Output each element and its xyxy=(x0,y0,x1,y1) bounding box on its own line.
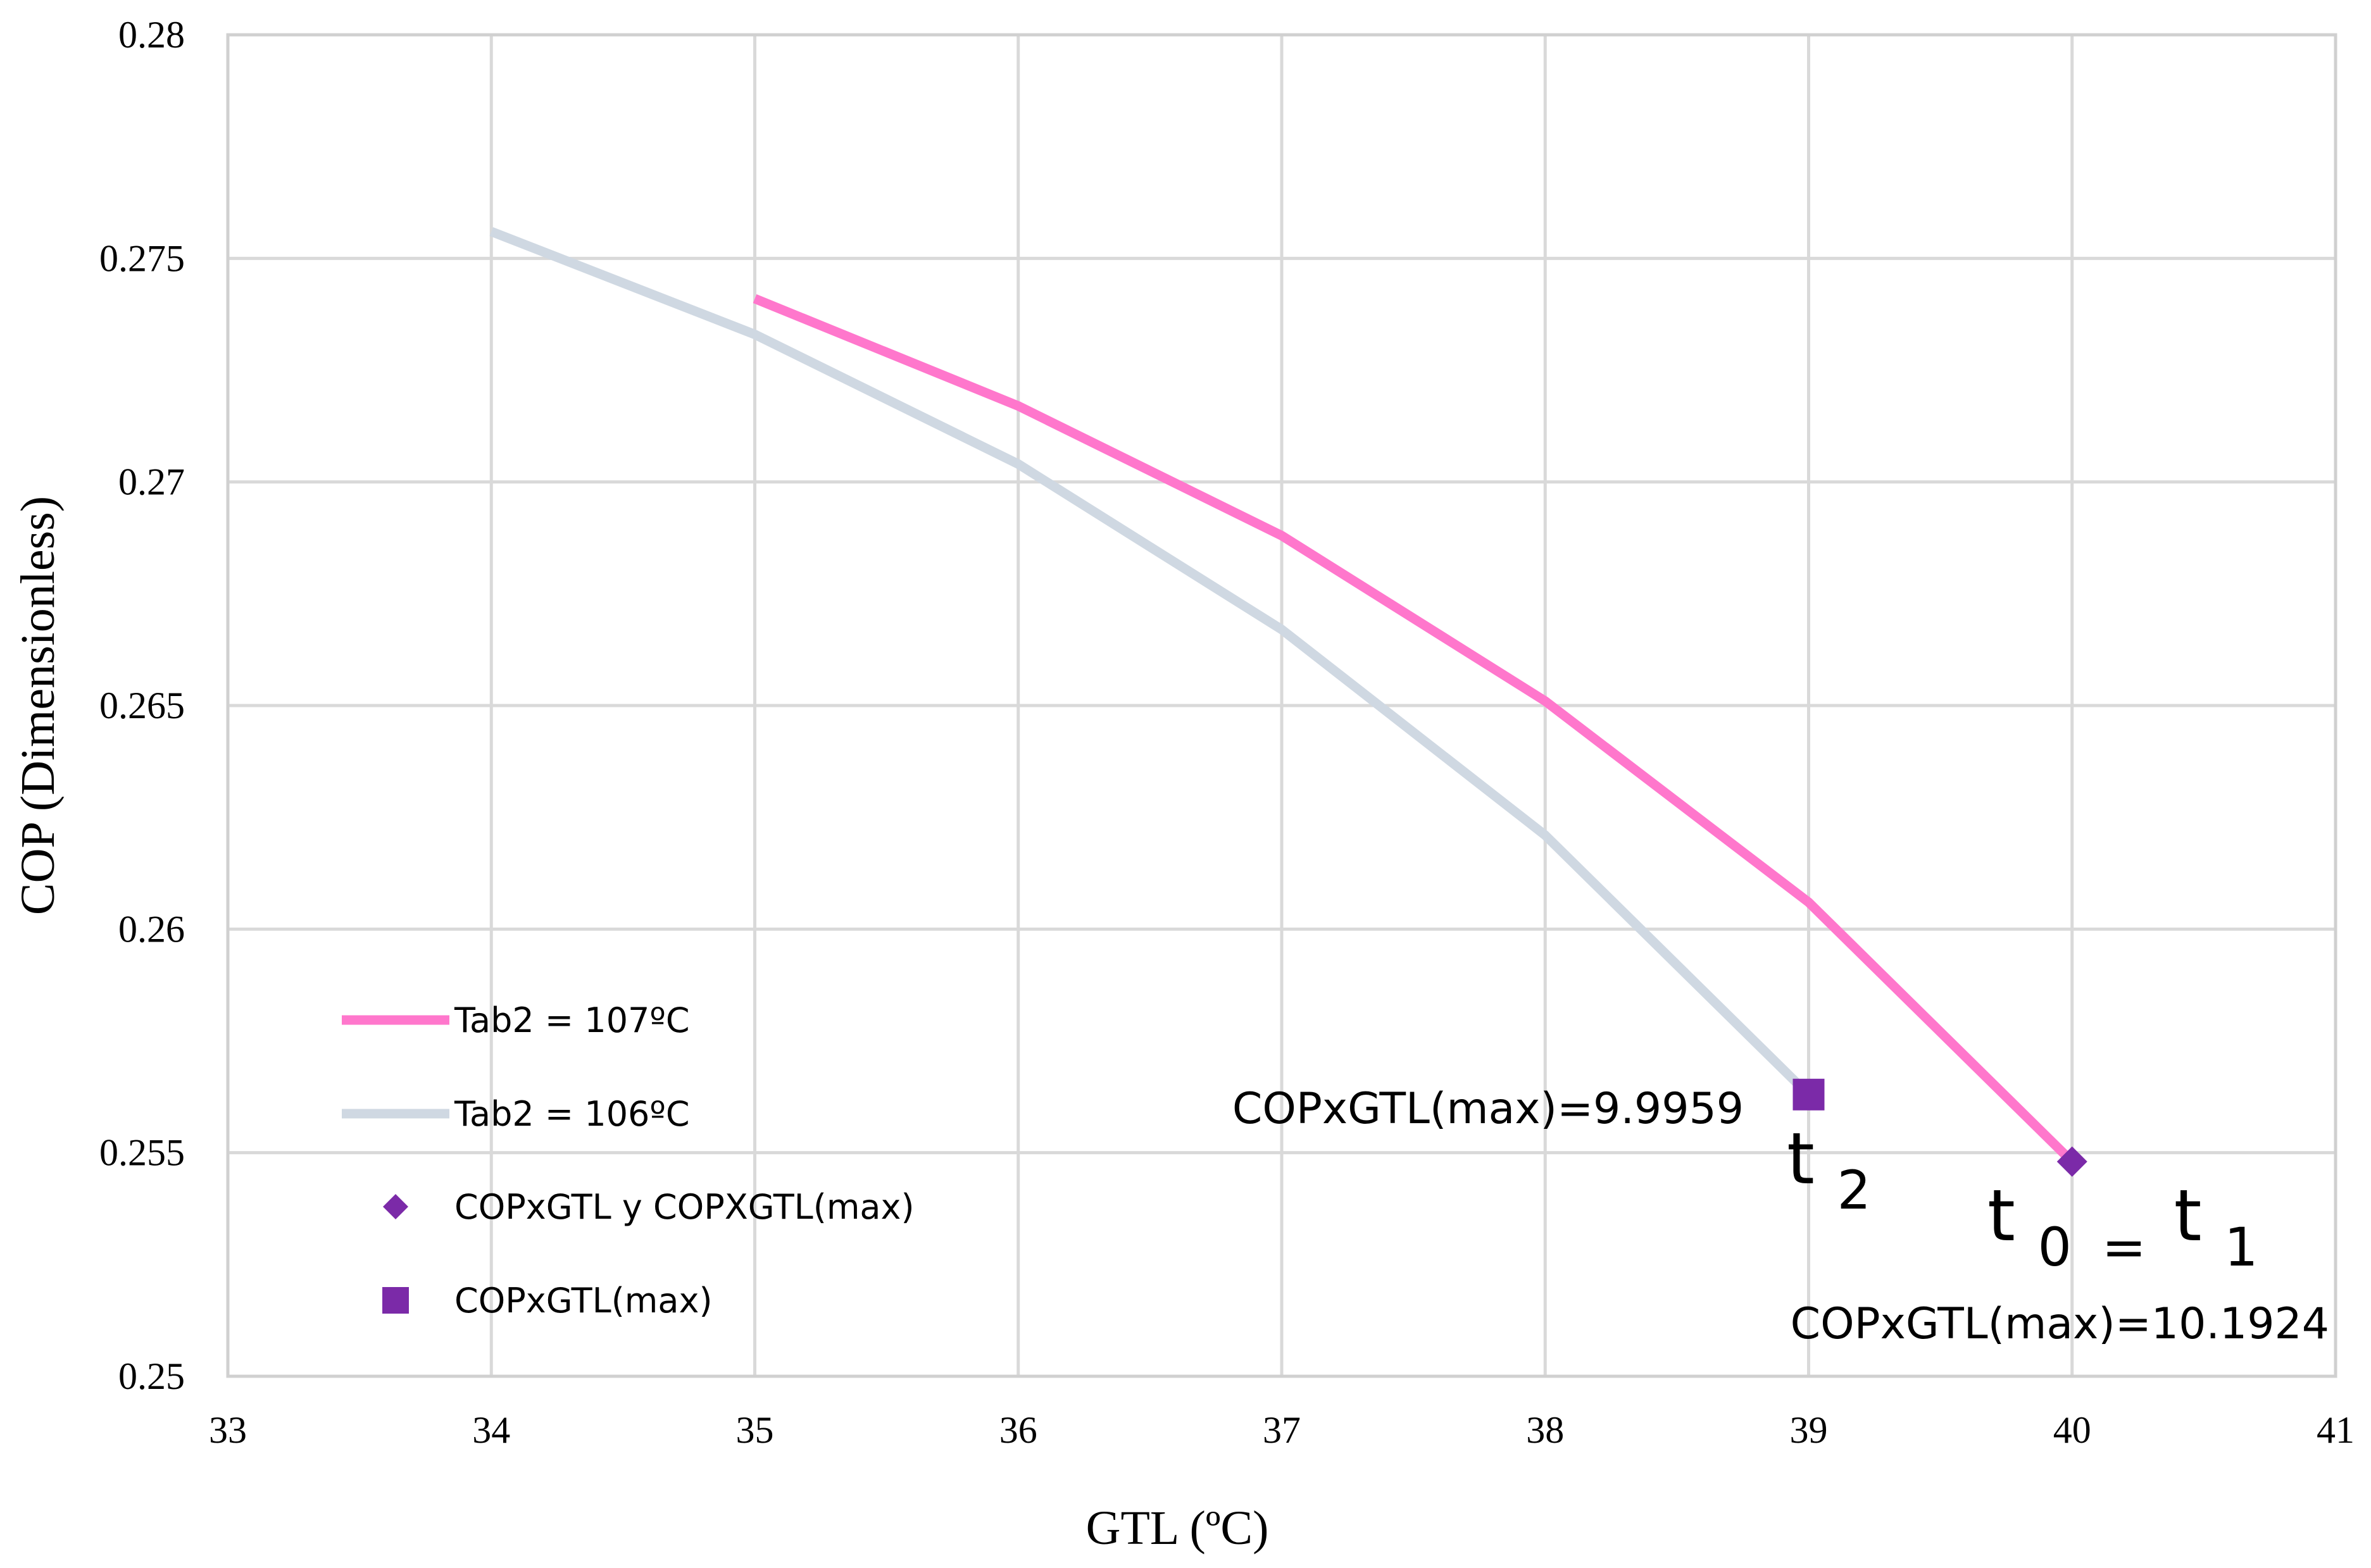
legend-item: Tab2 = 107ºC xyxy=(342,1000,690,1040)
legend-item: Tab2 = 106ºC xyxy=(342,1094,690,1134)
x-tick-label: 39 xyxy=(1790,1409,1828,1451)
plot-frame xyxy=(226,33,2337,1378)
series-layer xyxy=(489,227,2076,1166)
x-tick-label: 41 xyxy=(2317,1409,2355,1451)
x-tick-label: 37 xyxy=(1263,1409,1301,1451)
annotation-t1-main: t xyxy=(2174,1175,2202,1257)
x-tick-label: 38 xyxy=(1526,1409,1564,1451)
y-axis-title: COP (Dimensionless) xyxy=(11,496,65,915)
annotation-max-106: COPxGTL(max)=9.9959 xyxy=(1232,1084,1744,1134)
y-tick-label: 0.28 xyxy=(118,14,185,56)
legend-swatch-diamond xyxy=(383,1194,408,1219)
y-tick-labels: 0.25 0.255 0.26 0.265 0.27 0.275 0.28 xyxy=(99,14,185,1397)
legend-label: COPxGTL y COPXGTL(max) xyxy=(454,1187,915,1227)
data-point-square xyxy=(1792,1078,1825,1111)
annotation-t0-t1: t 0 = t 1 xyxy=(1987,1175,2258,1283)
annotation-t-eq: = xyxy=(2102,1216,2146,1278)
legend-item: COPxGTL y COPXGTL(max) xyxy=(383,1187,915,1227)
annotation-t0-main: t xyxy=(1987,1175,2015,1257)
annotation-max-107: COPxGTL(max)=10.1924 xyxy=(1791,1299,2329,1349)
x-tick-label: 34 xyxy=(472,1409,510,1451)
annotation-t1-sub: 1 xyxy=(2224,1216,2258,1278)
legend-label: COPxGTL(max) xyxy=(454,1281,713,1321)
legend: Tab2 = 107ºC Tab2 = 106ºC COPxGTL y COPXGT… xyxy=(342,1000,915,1321)
x-tick-label: 33 xyxy=(209,1409,247,1451)
x-tick-label: 36 xyxy=(999,1409,1037,1451)
annotation-t0-sub: 0 xyxy=(2038,1216,2072,1278)
y-tick-label: 0.265 xyxy=(99,685,185,726)
annotation-t2-main: t xyxy=(1787,1118,1815,1200)
x-axis-title: GTL (ºC) xyxy=(1086,1502,1269,1555)
series-line-tab2-107-c xyxy=(753,294,2076,1166)
y-tick-label: 0.26 xyxy=(118,908,185,950)
y-tick-label: 0.27 xyxy=(118,461,185,503)
y-tick-label: 0.25 xyxy=(118,1355,185,1397)
x-tick-label: 40 xyxy=(2053,1409,2091,1451)
y-tick-label: 0.275 xyxy=(99,237,185,279)
legend-swatch-square xyxy=(382,1287,409,1314)
legend-label: Tab2 = 106ºC xyxy=(454,1094,690,1134)
legend-label: Tab2 = 107ºC xyxy=(454,1000,690,1040)
x-tick-label: 35 xyxy=(736,1409,774,1451)
marker-layer xyxy=(1792,1078,2087,1177)
annotation-t2: t 2 xyxy=(1787,1118,1871,1221)
data-point-diamond xyxy=(2056,1146,2087,1177)
legend-item: COPxGTL(max) xyxy=(382,1281,713,1321)
series-line-tab2-106-c xyxy=(489,227,1812,1098)
x-tick-labels: 33 34 35 36 37 38 39 40 41 xyxy=(209,1409,2355,1451)
y-tick-label: 0.255 xyxy=(99,1132,185,1174)
annotation-t2-sub: 2 xyxy=(1837,1159,1871,1221)
